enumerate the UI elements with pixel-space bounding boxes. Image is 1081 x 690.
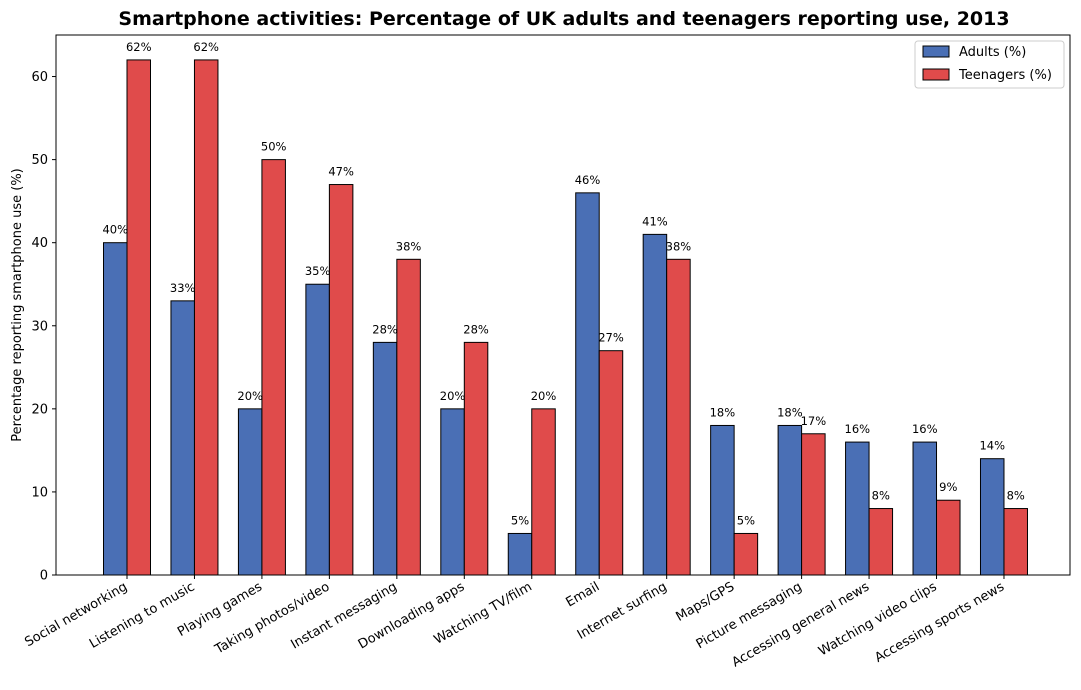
bar-adults-13 [979, 458, 1005, 576]
bar-adults-3 [305, 283, 330, 576]
legend-label-teenagers: Teenagers (%) [958, 68, 1052, 83]
bar-teenagers-2 [261, 159, 286, 576]
data-label-teenagers-3: 47% [328, 165, 354, 179]
data-label-adults-2: 20% [237, 389, 263, 403]
bar-teenagers-6 [531, 408, 556, 576]
data-label-adults-8: 41% [642, 214, 668, 228]
data-label-adults-13: 14% [979, 439, 1005, 453]
bar-teenagers-0 [126, 59, 151, 576]
data-label-teenagers-1: 62% [193, 40, 219, 54]
bar-teenagers-7 [598, 350, 624, 576]
bar-adults-0 [103, 242, 128, 576]
bar-adults-11 [845, 441, 870, 576]
bar-adults-12 [912, 441, 938, 576]
plot-frame [55, 34, 1071, 576]
data-label-adults-5: 20% [440, 389, 466, 403]
y-tick-label-5: 50 [31, 153, 48, 168]
legend-box [914, 40, 1065, 89]
data-label-teenagers-12: 9% [939, 480, 957, 494]
bars-group [103, 59, 1028, 576]
x-tick-label-7: Email [563, 579, 602, 610]
bar-teenagers-3 [328, 184, 354, 576]
data-label-teenagers-11: 8% [872, 489, 890, 503]
data-label-teenagers-9: 5% [737, 513, 755, 527]
bar-teenagers-8 [666, 258, 691, 576]
y-tick-label-4: 40 [31, 236, 48, 251]
data-label-teenagers-6: 20% [531, 389, 557, 403]
data-label-teenagers-4: 38% [396, 239, 422, 253]
y-tick-label-3: 30 [31, 319, 48, 334]
data-label-adults-6: 5% [511, 513, 529, 527]
bar-teenagers-5 [463, 341, 489, 576]
data-label-adults-9: 18% [710, 405, 736, 419]
data-label-adults-3: 35% [305, 264, 331, 278]
bar-adults-2 [237, 408, 263, 576]
bar-teenagers-12 [936, 499, 961, 576]
data-label-teenagers-0: 62% [126, 40, 152, 54]
y-tick-label-1: 10 [31, 485, 48, 500]
y-tick-label-2: 20 [31, 402, 48, 417]
bar-adults-8 [642, 233, 668, 576]
x-tick-label-3: Taking photos/video [212, 579, 333, 657]
bar-teenagers-11 [868, 508, 894, 576]
bar-adults-5 [440, 408, 465, 576]
data-labels: 40% 62% 33% 62% 20% 50% 35% 47% 28% 38% 20% 28% 5% 20… [102, 40, 1024, 528]
bar-adults-6 [507, 532, 533, 576]
data-label-teenagers-13: 8% [1007, 489, 1025, 503]
bar-adults-10 [777, 424, 803, 576]
data-label-adults-12: 16% [912, 422, 938, 436]
y-tick-label-0: 0 [40, 569, 48, 584]
data-label-teenagers-7: 27% [598, 331, 624, 345]
bar-teenagers-13 [1003, 508, 1028, 576]
y-axis-label: Percentage reporting smartphone use (%) [10, 168, 25, 442]
y-tick-label-6: 60 [31, 70, 48, 85]
legend: Adults (%) Teenagers (%) [914, 40, 1065, 89]
bar-adults-4 [372, 341, 398, 576]
legend-swatch-teenagers [922, 68, 950, 81]
data-label-adults-1: 33% [170, 281, 196, 295]
x-tick-label-9: Maps/GPS [674, 579, 738, 624]
data-label-adults-0: 40% [102, 223, 128, 237]
chart-title: Smartphone activities: Percentage of UK … [118, 8, 1009, 30]
bar-teenagers-9 [733, 532, 759, 576]
data-label-adults-7: 46% [575, 173, 601, 187]
x-tick-label-13: Accessing sports news [872, 579, 1007, 665]
data-label-teenagers-5: 28% [463, 322, 489, 336]
data-label-teenagers-2: 50% [261, 140, 287, 154]
bar-adults-1 [170, 300, 195, 576]
data-label-teenagers-8: 38% [666, 239, 692, 253]
bar-teenagers-10 [801, 433, 826, 576]
data-label-teenagers-10: 17% [801, 414, 827, 428]
legend-swatch-adults [922, 45, 950, 58]
legend-label-adults: Adults (%) [959, 45, 1026, 60]
bar-teenagers-1 [193, 59, 219, 576]
data-label-adults-10: 18% [777, 405, 803, 419]
bar-adults-9 [710, 424, 735, 576]
data-label-adults-4: 28% [372, 322, 398, 336]
bar-adults-7 [575, 192, 600, 576]
bar-teenagers-4 [396, 258, 421, 576]
data-label-adults-11: 16% [845, 422, 871, 436]
x-tick-label-12: Watching video clips [816, 579, 940, 659]
